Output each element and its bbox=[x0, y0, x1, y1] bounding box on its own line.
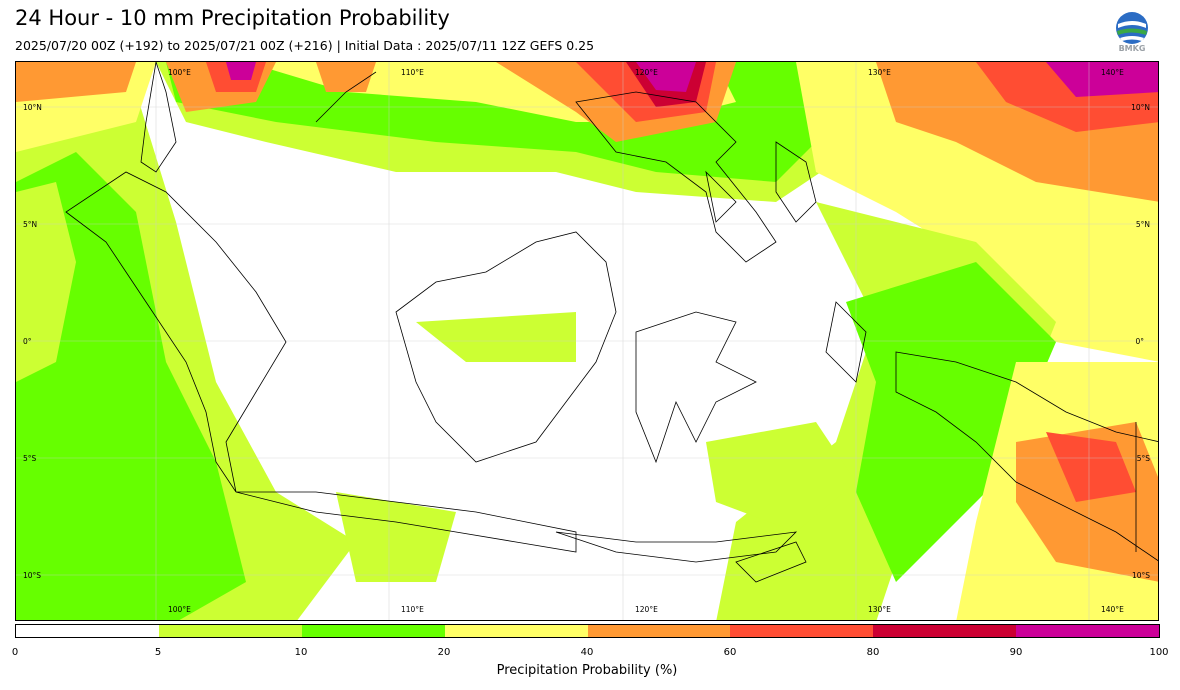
colorbar-segment bbox=[730, 625, 874, 637]
lat-label-right-0: 0° bbox=[1135, 337, 1144, 346]
colorbar bbox=[15, 624, 1160, 638]
colorbar-tick-100: 100 bbox=[1149, 647, 1169, 658]
lat-label-right-10s: 10°S bbox=[1131, 571, 1150, 580]
bmkg-logo: BMKG bbox=[1112, 10, 1152, 56]
lon-label-bottom-100e: 100°E bbox=[168, 605, 191, 614]
bmkg-globe-logo-icon bbox=[1116, 12, 1148, 44]
colorbar-tick-60: 60 bbox=[723, 647, 737, 658]
colorbar-segment bbox=[1016, 625, 1159, 637]
colorbar-segment bbox=[16, 625, 159, 637]
precipitation-map: 100°E 110°E 120°E 130°E 140°E 100°E 110°… bbox=[15, 61, 1159, 621]
lat-label-left-0: 0° bbox=[23, 337, 32, 346]
chart-title: 24 Hour - 10 mm Precipitation Probabilit… bbox=[15, 6, 450, 30]
lat-label-left-10s: 10°S bbox=[23, 571, 42, 580]
lon-label-top-110e: 110°E bbox=[401, 68, 424, 77]
colorbar-segment bbox=[444, 625, 588, 637]
precipitation-field bbox=[16, 62, 1158, 620]
lat-label-left-5s: 5°S bbox=[23, 454, 37, 463]
lat-label-right-10n: 10°N bbox=[1131, 103, 1150, 112]
coastlines bbox=[65, 62, 1158, 583]
colorbar-tick-80: 80 bbox=[866, 647, 880, 658]
graticule bbox=[16, 62, 1158, 620]
lon-label-bottom-120e: 120°E bbox=[635, 605, 658, 614]
colorbar-segment bbox=[158, 625, 302, 637]
colorbar-tick-20: 20 bbox=[437, 647, 451, 658]
lat-label-right-5s: 5°S bbox=[1136, 454, 1150, 463]
chart-subtitle: 2025/07/20 00Z (+192) to 2025/07/21 00Z … bbox=[15, 38, 595, 53]
colorbar-segment bbox=[873, 625, 1017, 637]
colorbar-segment bbox=[587, 625, 731, 637]
lon-label-bottom-110e: 110°E bbox=[401, 605, 424, 614]
colorbar-title: Precipitation Probability (%) bbox=[496, 663, 678, 678]
colorbar-tick-0: 0 bbox=[11, 647, 19, 658]
lat-label-left-5n: 5°N bbox=[23, 220, 38, 229]
colorbar-tick-10: 10 bbox=[294, 647, 308, 658]
lon-label-bottom-140e: 140°E bbox=[1101, 605, 1124, 614]
lat-label-right-5n: 5°N bbox=[1135, 220, 1150, 229]
colorbar-segment bbox=[301, 625, 445, 637]
logo-text: BMKG bbox=[1118, 44, 1146, 53]
lon-label-top-140e: 140°E bbox=[1101, 68, 1124, 77]
lon-label-top-100e: 100°E bbox=[168, 68, 191, 77]
colorbar-tick-90: 90 bbox=[1009, 647, 1023, 658]
lat-label-left-10n: 10°N bbox=[23, 103, 42, 112]
colorbar-tick-5: 5 bbox=[154, 647, 162, 658]
colorbar-tick-40: 40 bbox=[580, 647, 594, 658]
lon-label-bottom-130e: 130°E bbox=[868, 605, 891, 614]
lon-label-top-130e: 130°E bbox=[868, 68, 891, 77]
lon-label-top-120e: 120°E bbox=[635, 68, 658, 77]
